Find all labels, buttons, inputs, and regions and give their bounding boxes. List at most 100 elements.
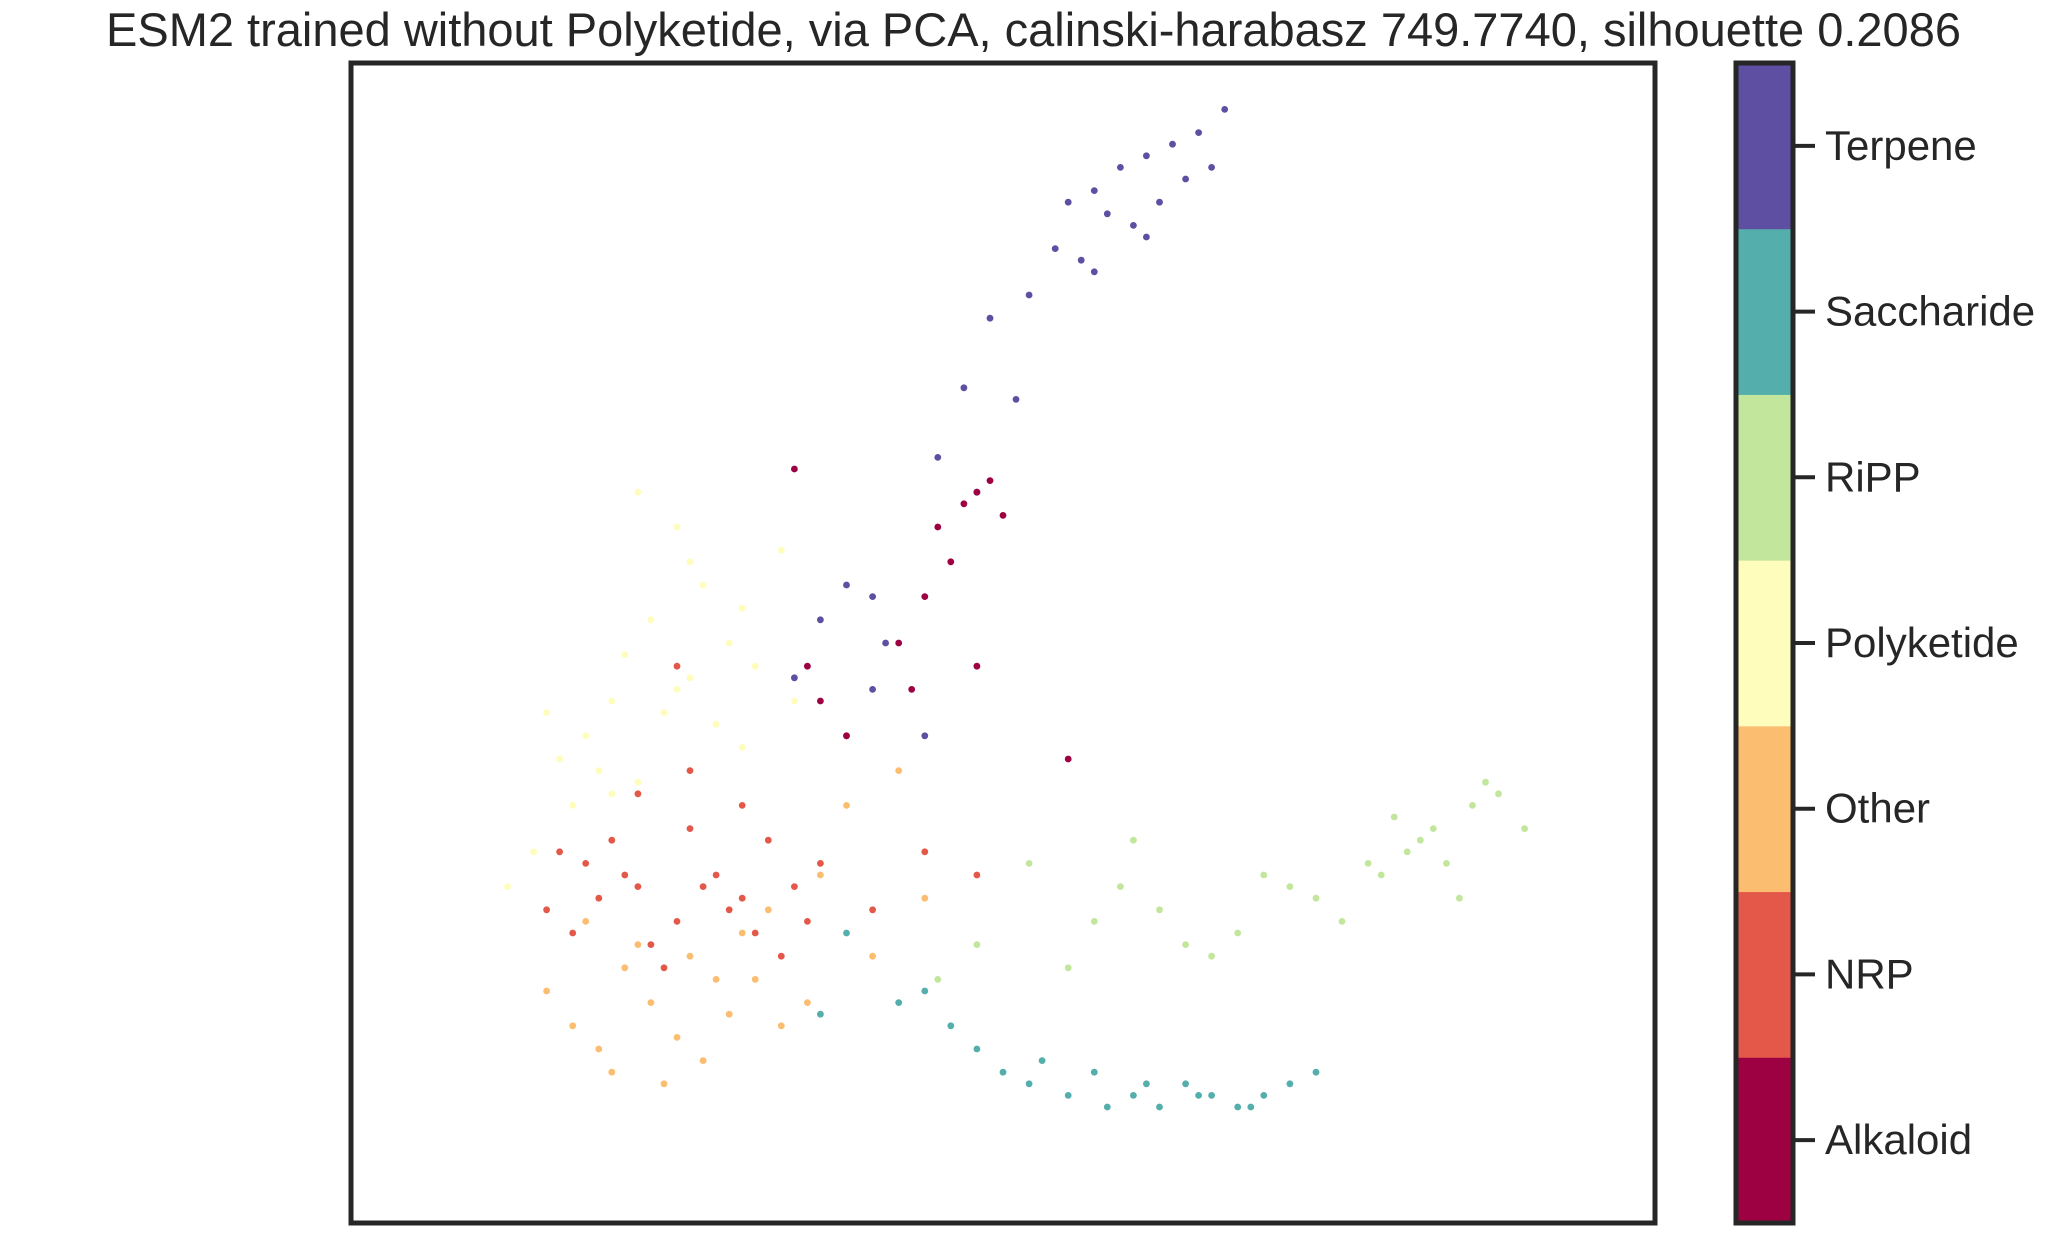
point-polyketide — [751, 662, 759, 670]
point-other — [921, 894, 929, 902]
point-alkaloid — [947, 558, 955, 566]
point-terpene — [1103, 210, 1111, 218]
series-saccharide — [817, 929, 1320, 1111]
colorbar-segment-ripp — [1736, 394, 1793, 561]
point-nrp — [817, 860, 824, 867]
point-nrp — [921, 848, 929, 856]
point-other — [582, 918, 590, 925]
point-terpene — [1077, 256, 1085, 264]
point-nrp — [543, 906, 550, 914]
point-alkaloid — [934, 523, 942, 531]
point-saccharide — [999, 1068, 1007, 1076]
point-nrp — [686, 767, 694, 774]
point-saccharide — [947, 1022, 955, 1030]
point-polyketide — [543, 709, 550, 716]
point-polyketide — [595, 767, 603, 774]
point-ripp — [1130, 836, 1137, 844]
colorbar: Alkaloid NRP Other Polyketide RiPP Saccharide… — [1733, 60, 2035, 1226]
point-terpene — [1064, 198, 1072, 206]
point-ripp — [1416, 836, 1424, 844]
colorbar-segment-other — [1736, 725, 1793, 893]
point-saccharide — [1234, 1103, 1242, 1111]
point-nrp — [738, 894, 746, 902]
point-nrp — [699, 883, 707, 890]
point-terpene — [921, 732, 929, 740]
point-saccharide — [1130, 1092, 1137, 1099]
point-polyketide — [673, 686, 681, 693]
point-alkaloid — [791, 465, 798, 473]
point-nrp — [634, 790, 642, 798]
colorbar-label-terpene: Terpene — [1825, 122, 1977, 169]
point-other — [712, 976, 720, 983]
point-ripp — [1260, 871, 1268, 879]
point-polyketide — [608, 697, 616, 705]
point-ripp — [1521, 825, 1528, 832]
point-saccharide — [1090, 1068, 1098, 1076]
point-ripp — [1364, 860, 1372, 867]
point-nrp — [673, 662, 681, 670]
point-other — [634, 941, 642, 948]
colorbar-label-polyketide: Polyketide — [1825, 619, 2019, 666]
point-nrp — [582, 860, 590, 867]
point-other — [673, 1034, 681, 1041]
point-terpene — [1195, 129, 1202, 137]
point-ripp — [1090, 918, 1098, 925]
point-ripp — [1064, 964, 1072, 972]
point-ripp — [1443, 860, 1450, 867]
point-polyketide — [738, 604, 746, 612]
point-polyketide — [686, 558, 694, 566]
series-alkaloid — [791, 465, 1072, 763]
point-ripp — [1403, 848, 1411, 856]
point-saccharide — [1182, 1080, 1189, 1088]
point-nrp — [569, 929, 577, 937]
point-nrp — [738, 802, 746, 809]
point-alkaloid — [921, 593, 929, 600]
point-polyketide — [725, 639, 733, 647]
point-terpene — [1130, 222, 1137, 229]
point-ripp — [1286, 883, 1294, 890]
point-polyketide — [608, 790, 616, 798]
series-other — [543, 767, 929, 1088]
point-ripp — [973, 941, 981, 948]
point-nrp — [673, 918, 681, 925]
point-ripp — [1429, 825, 1437, 832]
point-ripp — [934, 976, 942, 983]
colorbar-segment-nrp — [1736, 891, 1793, 1058]
point-ripp — [1377, 871, 1385, 879]
point-ripp — [1390, 813, 1398, 821]
point-ripp — [1208, 952, 1215, 960]
point-nrp — [973, 871, 981, 879]
point-terpene — [1208, 164, 1215, 171]
point-saccharide — [1038, 1057, 1046, 1064]
point-polyketide — [673, 523, 681, 531]
point-other — [699, 1057, 707, 1064]
point-terpene — [1221, 106, 1229, 113]
point-terpene — [1051, 245, 1059, 253]
point-saccharide — [1195, 1092, 1202, 1099]
point-nrp — [777, 952, 785, 960]
point-alkaloid — [908, 686, 916, 693]
point-polyketide — [556, 755, 563, 763]
colorbar-label-other: Other — [1825, 785, 1930, 832]
colorbar-segment-polyketide — [1736, 560, 1793, 727]
point-nrp — [791, 883, 798, 890]
point-alkaloid — [960, 500, 968, 508]
point-terpene — [1156, 198, 1163, 206]
series-terpene — [791, 106, 1229, 740]
series-ripp — [934, 778, 1528, 983]
point-saccharide — [1286, 1080, 1294, 1088]
point-saccharide — [973, 1045, 981, 1053]
colorbar-segment-terpene — [1736, 63, 1793, 230]
series-nrp — [543, 662, 981, 972]
point-other — [751, 976, 759, 983]
point-terpene — [1169, 140, 1176, 148]
point-alkaloid — [895, 639, 903, 647]
plot-frame — [348, 60, 1658, 1226]
point-nrp — [712, 871, 720, 879]
point-other — [686, 952, 694, 960]
point-nrp — [804, 918, 811, 925]
point-polyketide — [777, 546, 785, 554]
point-alkaloid — [973, 662, 981, 670]
point-polyketide — [660, 709, 668, 716]
point-terpene — [869, 686, 876, 693]
